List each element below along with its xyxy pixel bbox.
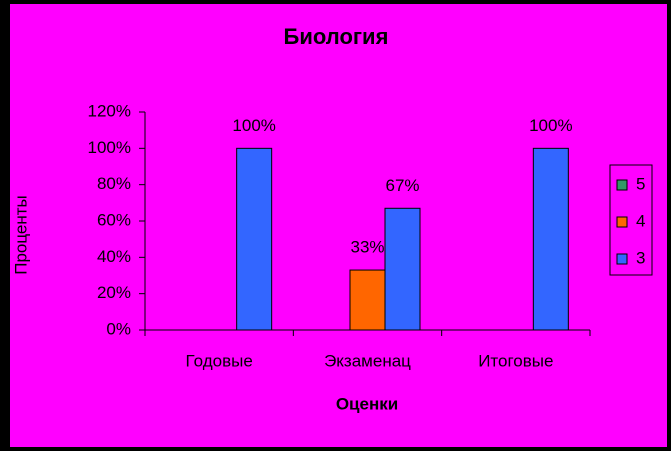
bar xyxy=(236,147,273,331)
data-label: 33% xyxy=(350,238,384,257)
legend-label: 3 xyxy=(636,248,645,267)
x-axis-label: Оценки xyxy=(336,394,398,413)
x-tick-label: Годовые xyxy=(186,351,253,370)
y-tick-label: 120% xyxy=(88,101,131,120)
y-tick-label: 40% xyxy=(97,247,131,266)
y-tick-label: 20% xyxy=(97,283,131,302)
legend-box xyxy=(609,164,653,276)
data-label: 100% xyxy=(232,116,275,135)
x-tick-label: Экзаменац xyxy=(324,351,411,370)
bar xyxy=(349,269,386,331)
frame-left xyxy=(0,0,10,451)
x-tick-label: Итоговые xyxy=(478,351,553,370)
y-axis-label: Проценты xyxy=(11,195,30,275)
bar xyxy=(384,207,421,331)
y-tick-label: 60% xyxy=(97,210,131,229)
y-tick-label: 0% xyxy=(106,319,131,338)
chart-title: Биология xyxy=(284,24,389,49)
data-label: 67% xyxy=(385,176,419,195)
legend-label: 5 xyxy=(636,174,645,193)
y-tick-label: 100% xyxy=(88,138,131,157)
legend-swatch xyxy=(616,216,628,228)
y-tick-label: 80% xyxy=(97,174,131,193)
bar xyxy=(532,147,569,331)
legend-label: 4 xyxy=(636,211,645,230)
legend-swatch xyxy=(616,253,628,265)
data-label: 100% xyxy=(529,116,572,135)
legend-swatch xyxy=(616,179,628,191)
